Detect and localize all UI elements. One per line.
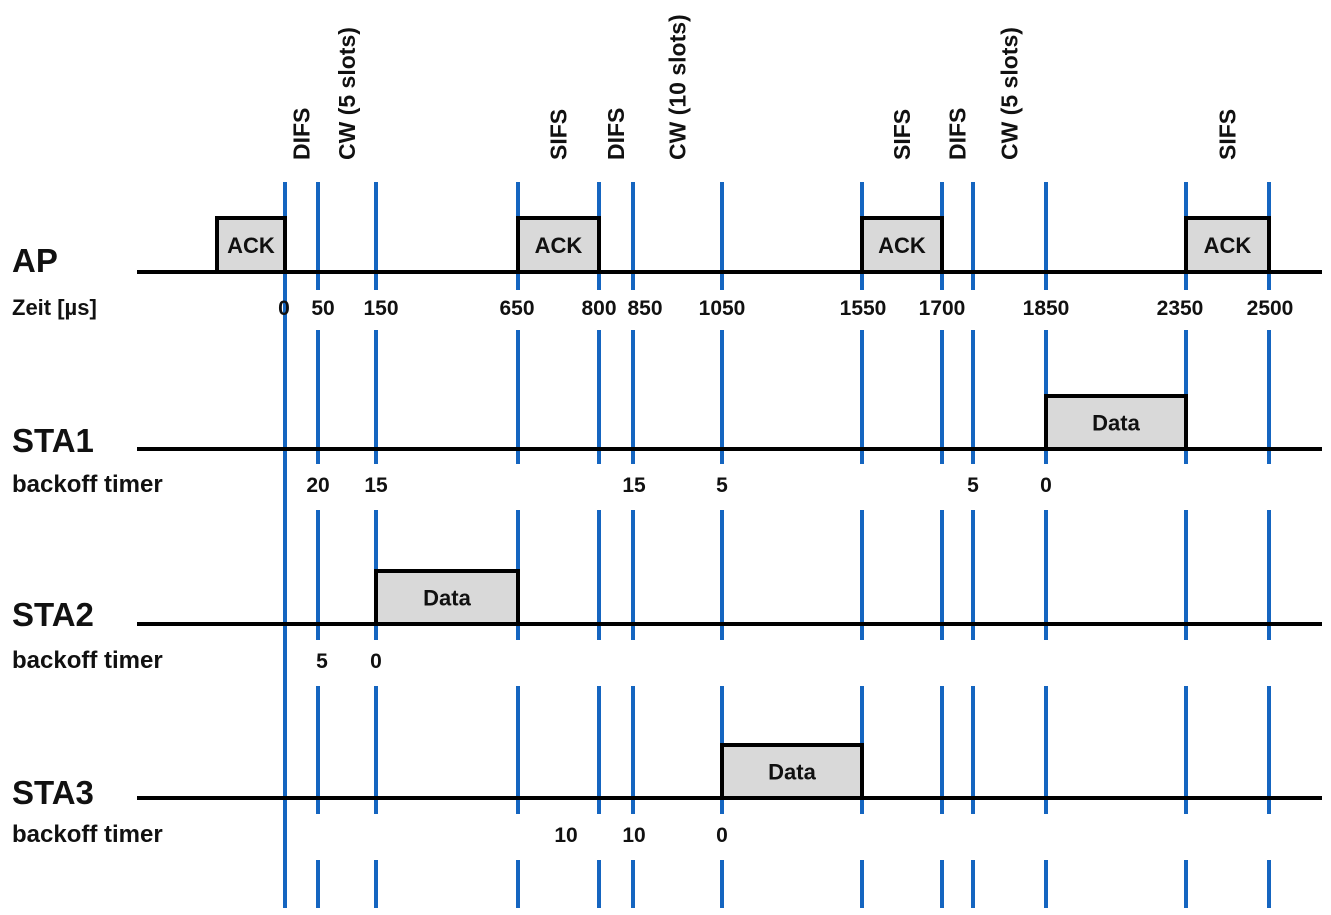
time-axis: Zeit [µs] 0 50 150 650 800 850 1050 1550 1700 185…: [12, 295, 1293, 320]
row-sta1: STA1 Data backoff timer 20 15 15 5 5 0: [12, 394, 1322, 498]
time-tick-label: 150: [363, 297, 398, 320]
frame-label: Data: [423, 586, 471, 611]
interval-label: CW (5 slots): [997, 27, 1023, 160]
interval-label: SIFS: [1215, 109, 1241, 160]
sta1-frames: Data: [1044, 394, 1188, 451]
row-label-sta1: STA1: [12, 422, 94, 459]
backoff-value: 15: [364, 474, 388, 497]
backoff-value: 10: [554, 824, 577, 847]
time-tick-label: 50: [311, 297, 334, 320]
time-tick-label: 650: [499, 297, 534, 320]
row-label-sta2: STA2: [12, 596, 94, 633]
sta2-frames: Data: [374, 569, 520, 626]
backoff-value: 5: [716, 474, 728, 497]
sta3-backoff-values: 10 10 0: [554, 824, 728, 847]
frame-label: Data: [1092, 411, 1140, 436]
backoff-value: 5: [316, 650, 328, 673]
time-tick-label: 1050: [699, 297, 746, 320]
sta1-backoff-values: 20 15 15 5 5 0: [306, 474, 1052, 497]
frame-box-ack: [215, 216, 287, 274]
backoff-value: 0: [1040, 474, 1052, 497]
time-axis-ticks: 0 50 150 650 800 850 1050 1550 1700 1850 2350 2500: [278, 297, 1293, 320]
time-tick-label: 850: [627, 297, 662, 320]
backoff-value: 0: [716, 824, 728, 847]
backoff-value: 5: [967, 474, 979, 497]
backoff-value: 15: [622, 474, 646, 497]
interval-label: DIFS: [945, 108, 971, 160]
frame-box-data: [374, 569, 520, 626]
interval-label: SIFS: [546, 109, 572, 160]
ap-frames: ACK ACK ACK ACK: [215, 216, 1271, 274]
frame-label: ACK: [227, 233, 275, 258]
row-sta3: STA3 Data backoff timer 10 10 0: [12, 743, 1322, 848]
backoff-value: 10: [622, 824, 645, 847]
time-tick-label: 2350: [1157, 297, 1204, 320]
row-ap: AP ACK ACK ACK ACK: [12, 216, 1322, 279]
backoff-label-sta3: backoff timer: [12, 821, 163, 848]
interval-label: SIFS: [889, 109, 915, 160]
frame-box-ack: [516, 216, 601, 274]
row-label-sta3: STA3: [12, 774, 94, 811]
time-tick-label: 1550: [840, 297, 887, 320]
frame-box-ack: [1184, 216, 1271, 274]
frame-box-data: [1044, 394, 1188, 451]
frame-label: Data: [768, 760, 816, 785]
backoff-value: 20: [306, 474, 329, 497]
sta3-frames: Data: [720, 743, 864, 800]
backoff-value: 0: [370, 650, 382, 673]
frame-label: ACK: [1204, 233, 1252, 258]
time-tick-label: 2500: [1247, 297, 1294, 320]
row-label-ap: AP: [12, 242, 58, 279]
backoff-label-sta1: backoff timer: [12, 471, 163, 498]
time-axis-label: Zeit [µs]: [12, 295, 97, 320]
frame-box-data: [720, 743, 864, 800]
frame-label: ACK: [535, 233, 583, 258]
frame-box-ack: [860, 216, 944, 274]
interval-label: CW (10 slots): [665, 14, 691, 160]
time-tick-label: 0: [278, 297, 290, 320]
interval-label: DIFS: [603, 108, 629, 160]
backoff-label-sta2: backoff timer: [12, 647, 163, 674]
time-tick-label: 800: [581, 297, 616, 320]
time-tick-label: 1700: [919, 297, 966, 320]
time-tick-label: 1850: [1023, 297, 1070, 320]
frame-label: ACK: [878, 233, 926, 258]
interval-label: CW (5 slots): [334, 27, 360, 160]
interval-labels: DIFS CW (5 slots) SIFS DIFS CW (10 slots) SIF…: [289, 14, 1241, 160]
interval-label: DIFS: [289, 108, 315, 160]
